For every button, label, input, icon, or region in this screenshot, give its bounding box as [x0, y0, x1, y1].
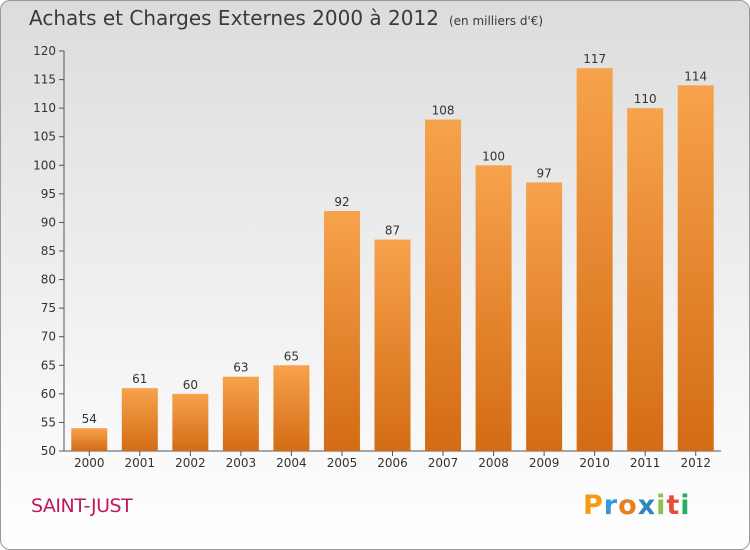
bar — [627, 108, 664, 452]
logo-letter: t — [666, 490, 681, 521]
bar — [677, 85, 714, 452]
bar — [475, 165, 512, 452]
bar — [172, 393, 209, 451]
data-label: 87 — [385, 224, 400, 238]
proxiti-logo: Proxiti — [583, 490, 691, 521]
data-label: 54 — [82, 412, 97, 426]
data-label: 114 — [684, 69, 707, 83]
y-tick-label: 65 — [41, 358, 56, 372]
x-tick-label: 2005 — [327, 456, 358, 470]
bar — [222, 376, 259, 451]
commune-name: SAINT-JUST — [31, 495, 133, 517]
y-tick-label: 110 — [33, 101, 56, 115]
x-tick-label: 2010 — [579, 456, 610, 470]
x-tick-label: 2008 — [478, 456, 509, 470]
y-tick-label: 100 — [33, 158, 56, 172]
data-label: 117 — [583, 52, 606, 66]
data-label: 63 — [233, 361, 248, 375]
logo-letter: i — [680, 490, 691, 521]
bar — [121, 388, 158, 451]
y-tick-label: 70 — [41, 330, 56, 344]
y-tick-label: 115 — [33, 73, 56, 87]
y-tick-label: 90 — [41, 215, 56, 229]
data-label: 108 — [432, 104, 455, 118]
x-tick-label: 2001 — [125, 456, 156, 470]
x-tick-label: 2007 — [428, 456, 459, 470]
y-tick-label: 95 — [41, 187, 56, 201]
data-label: 61 — [132, 372, 147, 386]
bar — [425, 119, 462, 452]
chart-subtitle: (en milliers d'€) — [448, 14, 544, 28]
bars: 54 61 60 63 65 92 87 108 100 97 117 110 114 — [71, 52, 714, 452]
data-label: 92 — [334, 195, 349, 209]
bar — [374, 239, 411, 451]
logo-letter: x — [637, 490, 657, 521]
x-tick-label: 2009 — [529, 456, 560, 470]
x-tick-label: 2006 — [377, 456, 408, 470]
x-tick-label: 2003 — [226, 456, 257, 470]
y-tick-label: 105 — [33, 130, 56, 144]
y-tick-label: 75 — [41, 301, 56, 315]
y-tick-label: 80 — [41, 273, 56, 287]
logo-letter: i — [656, 490, 667, 521]
data-label: 97 — [536, 166, 551, 180]
bar — [273, 365, 310, 451]
y-tick-label: 85 — [41, 244, 56, 258]
y-tick-label: 60 — [41, 387, 56, 401]
y-tick-label: 55 — [41, 415, 56, 429]
chart-title-text: Achats et Charges Externes 2000 à 2012 — [29, 6, 439, 30]
data-label: 100 — [482, 149, 505, 163]
x-tick-label: 2002 — [175, 456, 206, 470]
logo-letter: o — [618, 490, 638, 521]
bar — [576, 68, 613, 452]
data-label: 110 — [634, 92, 657, 106]
data-label: 65 — [284, 349, 299, 363]
bar — [71, 428, 108, 451]
x-tick-label: 2000 — [74, 456, 105, 470]
x-tick-label: 2012 — [680, 456, 711, 470]
data-label: 60 — [183, 378, 198, 392]
bar — [526, 182, 563, 451]
bar — [323, 211, 360, 451]
y-tick-label: 120 — [33, 44, 56, 58]
logo-letter: P — [583, 490, 604, 521]
x-tick-label: 2011 — [630, 456, 661, 470]
x-tick-label: 2004 — [276, 456, 307, 470]
logo-letter: r — [603, 490, 619, 521]
chart-title: Achats et Charges Externes 2000 à 2012 (e… — [29, 6, 543, 30]
y-tick-label: 50 — [41, 444, 56, 458]
axes: 50 55 60 65 70 75 80 85 90 95 100 105 110 115 120 2000 2… — [33, 44, 721, 470]
